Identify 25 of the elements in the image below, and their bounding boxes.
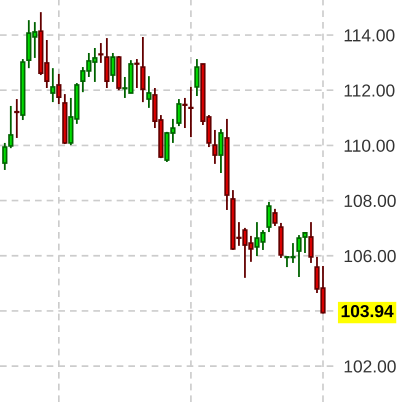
candlestick	[176, 98, 182, 127]
candlestick	[110, 52, 116, 83]
candlestick	[212, 129, 218, 165]
y-tick-label: 102.00	[344, 360, 396, 373]
candlestick	[134, 58, 140, 89]
y-tick-label: 108.00	[344, 194, 396, 208]
candlestick	[308, 221, 314, 264]
candlestick	[218, 128, 224, 174]
candlestick	[188, 86, 194, 138]
candlestick	[14, 98, 20, 139]
candlestick	[182, 97, 188, 129]
candlestick	[104, 37, 110, 89]
candlestick	[56, 73, 62, 105]
candlestick	[50, 67, 56, 103]
y-tick-label: 112.00	[344, 84, 394, 97]
candlestick	[146, 75, 152, 109]
y-tick-label: 106.00	[344, 250, 396, 262]
y-tick-label: 110.00	[344, 140, 394, 152]
candlestick	[140, 36, 146, 103]
candlestick	[272, 208, 278, 227]
candlestick	[266, 201, 272, 233]
candlestick	[98, 42, 104, 64]
y-tick-label: 114.00	[344, 29, 394, 42]
candlestick	[194, 58, 200, 97]
text: 103.94	[342, 304, 394, 318]
